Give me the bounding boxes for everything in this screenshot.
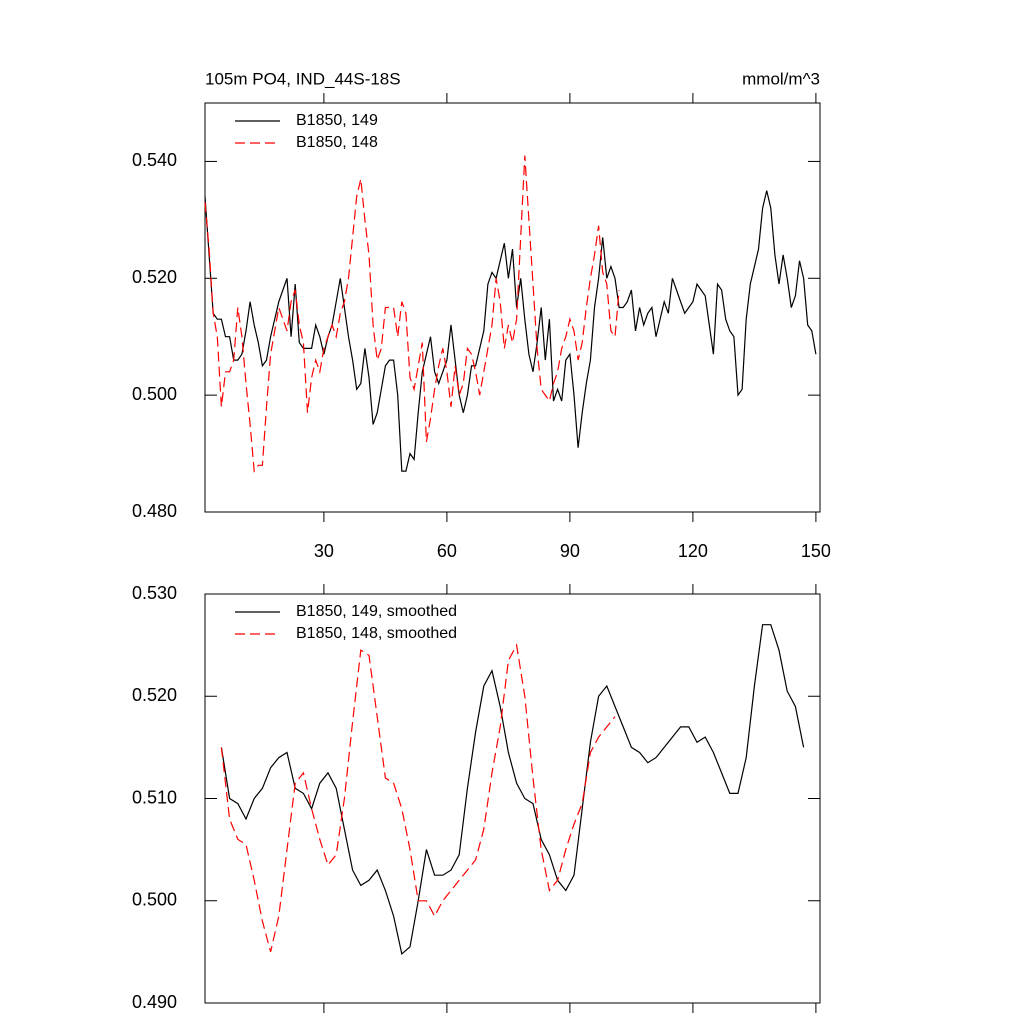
legend-label: B1850, 149 (296, 112, 378, 129)
y-tick-label: 0.480 (132, 501, 177, 521)
data-line (204, 155, 620, 473)
x-tick-label: 120 (678, 541, 708, 561)
y-tick-label: 0.520 (132, 267, 177, 287)
legend-label: B1850, 148, smoothed (296, 625, 457, 642)
plot-frame (204, 102, 821, 513)
y-tick-label: 0.500 (132, 890, 177, 910)
x-tick-label: 90 (560, 541, 580, 561)
x-tick-label: 60 (437, 541, 457, 561)
legend-label: B1850, 149, smoothed (296, 603, 457, 620)
y-tick-label: 0.490 (132, 992, 177, 1012)
data-line (220, 643, 616, 953)
x-tick-label: 150 (801, 541, 831, 561)
units-label: mmol/m^3 (742, 69, 820, 88)
data-line (220, 624, 805, 956)
plot-frame (204, 593, 821, 1004)
y-tick-label: 0.500 (132, 384, 177, 404)
chart-title: 105m PO4, IND_44S-18S (205, 69, 401, 88)
y-tick-label: 0.520 (132, 685, 177, 705)
y-tick-label: 0.530 (132, 583, 177, 603)
y-tick-label: 0.540 (132, 150, 177, 170)
legend-label: B1850, 148 (296, 134, 378, 151)
x-tick-label: 30 (314, 541, 334, 561)
data-line (204, 190, 817, 472)
y-tick-label: 0.510 (132, 787, 177, 807)
